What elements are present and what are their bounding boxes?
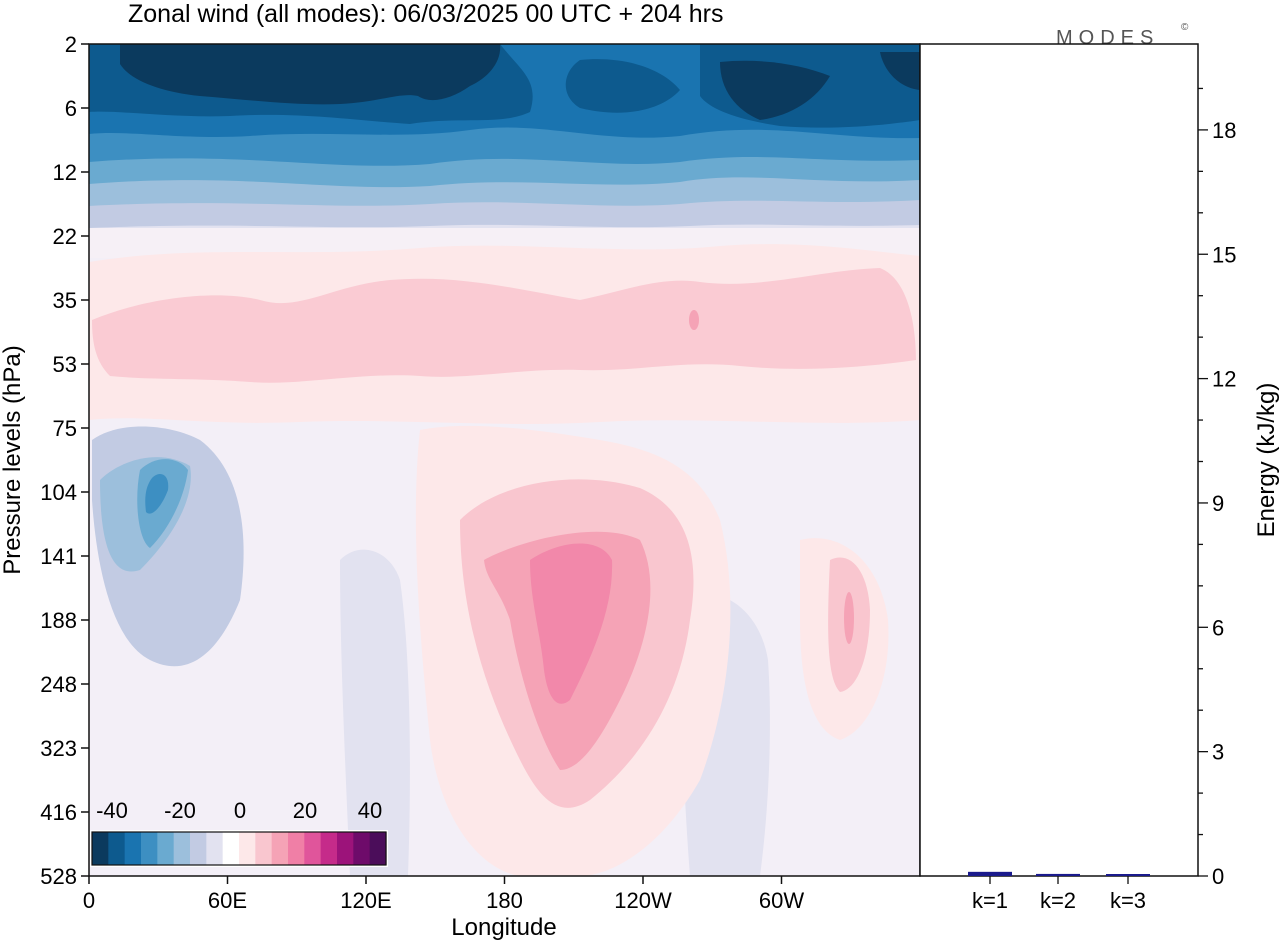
field-layer-neg5-120e [340, 549, 410, 876]
field-layer-pos10 [92, 268, 916, 383]
energy-category-label-k=1: k=1 [972, 888, 1008, 913]
field-layer-neg40c [880, 52, 920, 90]
colorbar-swatch [304, 832, 322, 865]
y-tick-label-416: 416 [40, 800, 77, 825]
colorbar-labels: -40 -20 0 20 40 [96, 798, 382, 823]
energy-bars [968, 871, 1150, 876]
colorbar-swatch [369, 832, 387, 865]
energy-tick-label-3: 3 [1212, 740, 1224, 765]
y-tick-label-12: 12 [53, 160, 77, 185]
x-tick-label-120E: 120E [340, 888, 391, 913]
longitude-axis: 0 60E 120E 180 120W 60W [83, 876, 804, 913]
contour-fields [89, 44, 920, 876]
energy-panel: 0 3 6 9 12 15 18 k=1 k=2 k=3 [919, 43, 1236, 913]
y-tick-label-75: 75 [53, 416, 77, 441]
energy-category-labels: k=1 k=2 k=3 [972, 876, 1146, 913]
y-tick-label-141: 141 [40, 544, 77, 569]
field-layer-neg40a [120, 44, 501, 105]
x-tick-label-120W: 120W [614, 888, 672, 913]
energy-bar-k=1 [968, 871, 1012, 876]
colorbar-label-20: 20 [293, 798, 317, 823]
y-tick-label-104: 104 [40, 480, 77, 505]
x-tick-label-60E: 60E [208, 888, 247, 913]
colorbar-swatch [271, 832, 289, 865]
field-spot-pos15 [689, 310, 699, 330]
x-axis-label: Longitude [451, 914, 556, 941]
energy-axis: 0 3 6 9 12 15 18 [1198, 87, 1236, 889]
y-tick-label-323: 323 [40, 736, 77, 761]
colorbar-swatch [173, 832, 191, 865]
energy-axis-label: Energy (kJ/kg) [1253, 383, 1280, 538]
colorbar-label--40: -40 [96, 798, 128, 823]
y-tick-label-22: 22 [53, 224, 77, 249]
colorbar [90, 830, 388, 867]
x-tick-label-60W: 60W [759, 888, 804, 913]
svg-text:©: © [1181, 22, 1189, 33]
energy-tick-label-0: 0 [1212, 864, 1224, 889]
field-layer-neg40b [720, 60, 830, 120]
y-tick-label-6: 6 [65, 96, 77, 121]
colorbar-swatch [353, 832, 371, 865]
colorbar-swatch [337, 832, 354, 865]
energy-category-label-k=2: k=2 [1040, 888, 1076, 913]
colorbar-label--20: -20 [164, 798, 196, 823]
colorbar-label-0: 0 [234, 798, 246, 823]
y-axis-label: Pressure levels (hPa) [0, 345, 26, 574]
colorbar-swatch [157, 832, 175, 865]
colorbar-label-40: 40 [358, 798, 382, 823]
field-layer-neg25-trop [145, 474, 169, 514]
colorbar-swatch [141, 832, 158, 865]
colorbar-swatch [108, 832, 126, 865]
chart-title: Zonal wind (all modes): 06/03/2025 00 UT… [128, 0, 723, 28]
y-tick-label-2: 2 [65, 32, 77, 57]
y-tick-label-248: 248 [40, 672, 77, 697]
energy-bar-k=2 [1036, 873, 1080, 876]
colorbar-swatch [190, 832, 207, 865]
field-layer-pos15-60w [844, 592, 854, 644]
energy-tick-label-9: 9 [1212, 491, 1224, 516]
colorbar-swatch [320, 832, 338, 865]
energy-frame [919, 43, 1199, 877]
energy-tick-label-18: 18 [1212, 118, 1236, 143]
y-tick-label-53: 53 [53, 352, 77, 377]
y-tick-label-188: 188 [40, 608, 77, 633]
field-layer-neg35c [565, 59, 680, 113]
energy-tick-label-12: 12 [1212, 367, 1236, 392]
heatmap-panel [88, 43, 921, 877]
colorbar-border [91, 831, 387, 866]
x-tick-label-0: 0 [83, 888, 95, 913]
colorbar-swatch [288, 832, 305, 865]
colorbar-swatch [92, 832, 109, 865]
colorbar-swatch [222, 832, 240, 865]
colorbar-swatch [124, 832, 142, 865]
colorbar-swatch [239, 832, 256, 865]
pressure-axis: 2 6 12 22 35 53 75 104 141 188 248 323 416 528 [40, 32, 89, 889]
x-tick-label-180: 180 [486, 888, 523, 913]
energy-category-label-k=3: k=3 [1110, 888, 1146, 913]
y-tick-label-528: 528 [40, 864, 77, 889]
energy-bar-k=3 [1106, 874, 1150, 876]
field-layer-pos20-jet [530, 543, 613, 704]
colorbar-swatch [255, 832, 273, 865]
energy-tick-label-15: 15 [1212, 242, 1236, 267]
y-tick-label-35: 35 [53, 288, 77, 313]
colorbar-swatch [206, 832, 224, 865]
energy-tick-label-6: 6 [1212, 615, 1224, 640]
